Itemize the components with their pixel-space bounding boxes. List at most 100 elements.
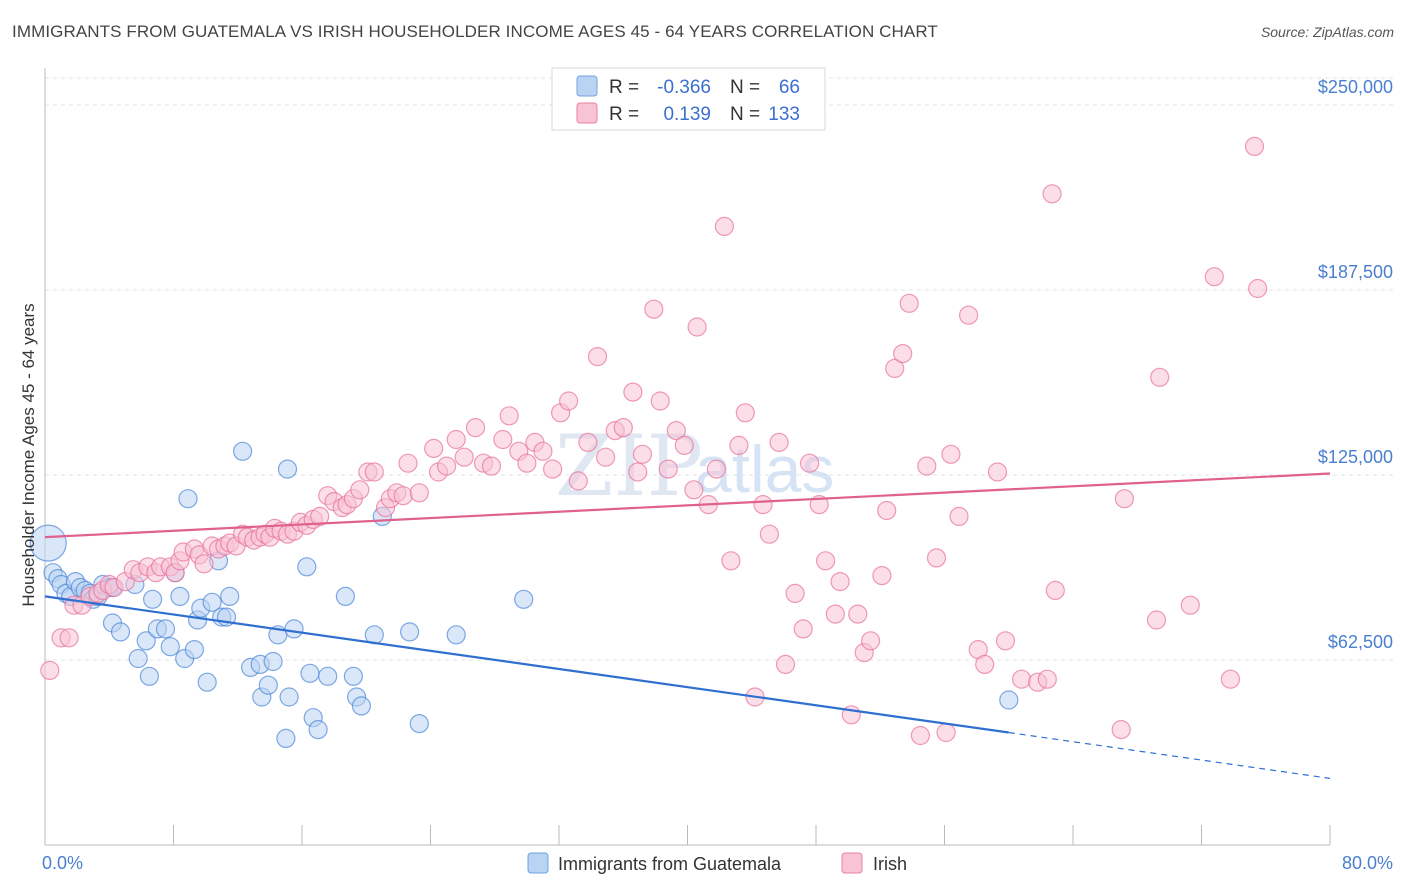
guatemala-point-29 (184, 639, 204, 660)
guatemala-point-26 (170, 586, 190, 607)
irish-point-124 (975, 654, 995, 675)
guatemala-point-20 (139, 666, 159, 686)
bottom-legend-label-guatemala: Immigrants from Guatemala (558, 854, 782, 874)
irish-point-53 (393, 486, 413, 506)
irish-point-121 (949, 506, 969, 527)
irish-point-22 (194, 554, 214, 574)
guatemala-point-55 (343, 666, 363, 686)
guatemala-point-21 (143, 589, 163, 609)
irish-point-137 (1204, 267, 1224, 287)
tick-labels: $62,500 $125,000 $187,500 $250,000 0.0% 80.0% (42, 77, 1393, 873)
guatemala-point-33 (202, 592, 222, 612)
irish-point-76 (595, 447, 616, 467)
irish-point-120 (941, 444, 961, 464)
guatemala-point-17 (110, 622, 131, 642)
irish-point-69 (533, 441, 553, 461)
legend-swatch-irish (576, 102, 598, 124)
irish-point-86 (674, 435, 694, 455)
guatemala-point-50 (300, 663, 320, 683)
guatemala-point-46 (277, 459, 298, 479)
irish-point-98 (769, 432, 789, 452)
irish-point-74 (578, 432, 598, 452)
irish-point-129 (1037, 669, 1057, 689)
irish-point-110 (860, 631, 881, 651)
axes (44, 68, 1331, 846)
irish-point-135 (1150, 367, 1170, 387)
trend-line-guatemala (44, 595, 1009, 734)
guatemala-point-63 (514, 589, 534, 609)
legend-n-value-2: 133 (768, 104, 800, 125)
guatemala-point-37 (220, 586, 240, 607)
guatemala-point-49 (297, 557, 317, 577)
irish-point-60 (454, 447, 474, 467)
irish-point-131 (1045, 580, 1065, 601)
irish-point-70 (542, 459, 563, 479)
irish-point-106 (830, 571, 850, 592)
irish-point-80 (628, 462, 648, 482)
y-tick-label-0: $62,500 (1328, 632, 1393, 652)
guatemala-point-45 (276, 728, 296, 749)
series-guatemala (29, 441, 1019, 749)
irish-point-111 (872, 565, 892, 586)
irish-point-61 (465, 418, 486, 438)
guatemala-point-54 (335, 586, 355, 607)
irish-point-118 (926, 548, 947, 568)
irish-point-105 (825, 604, 845, 624)
trend-lines (44, 472, 1331, 779)
series-irish (40, 136, 1268, 746)
irish-point-54 (398, 453, 418, 473)
legend-n-value-1: 66 (779, 77, 800, 98)
irish-point-0 (40, 660, 60, 681)
irish-point-130 (1042, 184, 1062, 204)
irish-point-104 (815, 551, 836, 571)
irish-point-125 (987, 462, 1008, 482)
irish-point-75 (587, 347, 608, 367)
legend-box: R = -0.366 N = 66 R = 0.139 N = 133 (551, 67, 826, 131)
irish-point-90 (706, 459, 727, 479)
irish-point-92 (721, 551, 741, 571)
guatemala-point-24 (160, 637, 180, 657)
irish-point-136 (1180, 595, 1200, 615)
irish-point-65 (499, 406, 519, 426)
irish-point-88 (687, 317, 707, 337)
y-axis-label: Householder Income Ages 45 - 64 years (19, 303, 38, 606)
y-tick-label-2: $187,500 (1318, 262, 1393, 282)
irish-point-101 (793, 619, 813, 639)
irish-point-87 (684, 480, 704, 500)
guatemala-point-47 (279, 687, 299, 707)
irish-point-140 (1248, 278, 1268, 299)
irish-point-132 (1111, 719, 1131, 740)
legend-r-value-2: 0.139 (663, 104, 711, 125)
irish-point-72 (558, 391, 579, 411)
trend-line-irish (44, 472, 1331, 539)
irish-point-112 (877, 500, 897, 521)
x-tick-label-1: 80.0% (1342, 853, 1393, 873)
irish-point-114 (893, 344, 913, 364)
irish-point-134 (1146, 610, 1167, 630)
irish-point-116 (910, 725, 931, 746)
irish-point-139 (1244, 136, 1265, 156)
y-tick-label-1: $125,000 (1318, 447, 1393, 467)
irish-point-102 (799, 453, 820, 473)
guatemala-point-64 (999, 690, 1019, 710)
guatemala-point-48 (284, 619, 304, 639)
irish-point-82 (644, 299, 664, 319)
bottom-legend-label-irish: Irish (873, 854, 907, 874)
irish-point-119 (936, 722, 956, 743)
irish-point-138 (1220, 669, 1241, 689)
irish-point-78 (613, 418, 633, 438)
irish-point-94 (735, 403, 755, 423)
irish-point-49 (364, 462, 384, 482)
legend-n-label-1: N = (730, 77, 760, 98)
irish-point-85 (666, 421, 686, 441)
guatemala-point-38 (233, 441, 253, 461)
irish-point-84 (658, 459, 678, 479)
irish-point-47 (350, 480, 370, 500)
irish-point-100 (785, 583, 805, 604)
irish-point-67 (517, 453, 537, 473)
bottom-legend: Immigrants from Guatemala Irish (527, 852, 907, 874)
irish-point-79 (623, 382, 643, 402)
x-tick-label-0: 0.0% (42, 853, 83, 873)
irish-point-55 (409, 483, 429, 503)
bottom-legend-swatch-irish (841, 852, 863, 874)
